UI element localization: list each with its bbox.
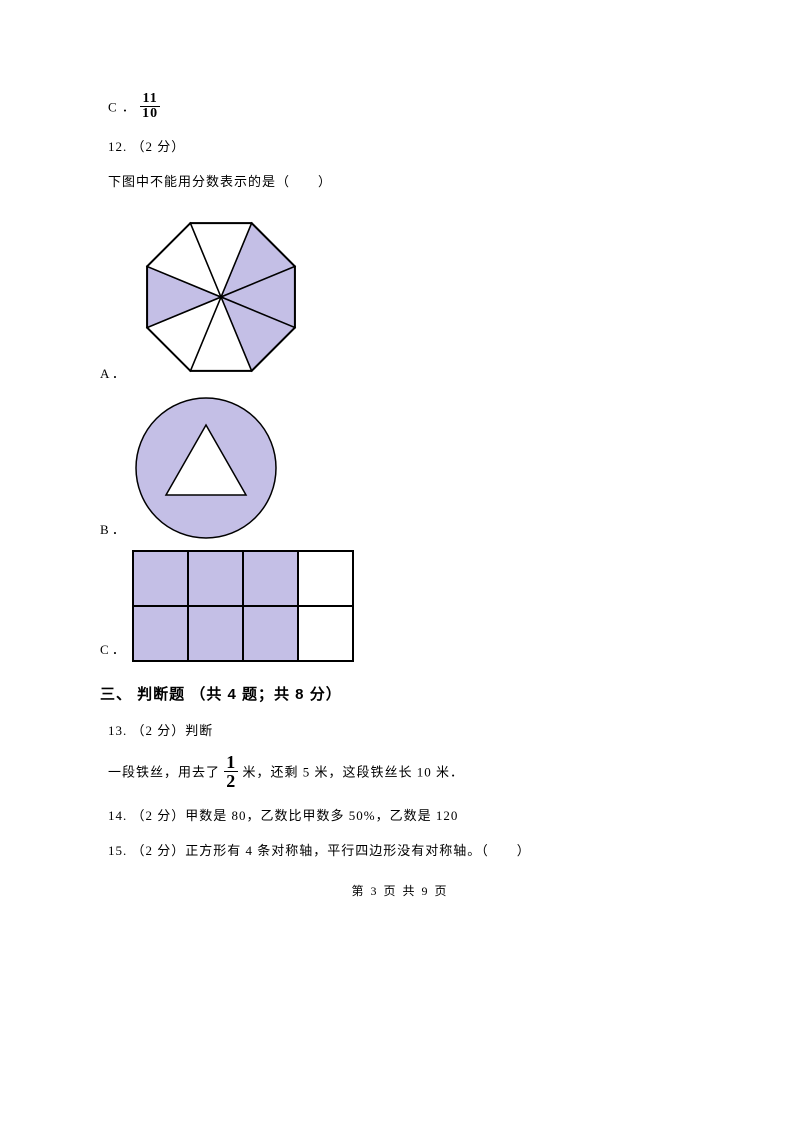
q13-post: 米，还剩 5 米，这段铁丝长 10 米． (243, 765, 465, 780)
q15-text: 15. （2 分）正方形有 4 条对称轴，平行四边形没有对称轴。（ ） (100, 841, 700, 862)
page-content: C ． 11 10 12. （2 分） 下图中不能用分数表示的是（ ） A ． … (0, 0, 800, 941)
q12-number: 12. （2 分） (100, 137, 700, 158)
page-footer: 第 3 页 共 9 页 (100, 882, 700, 901)
q12-option-c: C ． (100, 549, 700, 663)
octagon-figure (131, 207, 311, 387)
option-label-a: A ． (100, 364, 125, 387)
q13-line1: 13. （2 分）判断 (100, 721, 700, 742)
q11-option-c: C ． 11 10 (100, 94, 700, 123)
fraction-icon: 1 2 (224, 753, 238, 790)
q12-stem: 下图中不能用分数表示的是（ ） (100, 172, 700, 193)
q13-line2: 一段铁丝，用去了 1 2 米，还剩 5 米，这段铁丝长 10 米． (100, 755, 700, 792)
circle-figure (131, 393, 281, 543)
q12-option-b: B ． (100, 393, 700, 543)
option-label-c: C ． (100, 640, 125, 663)
fraction-icon: 11 10 (140, 92, 160, 121)
q13-pre: 一段铁丝，用去了 (108, 765, 220, 780)
section-3-header: 三、 判断题 （共 4 题；共 8 分） (100, 683, 700, 707)
q11-optc-label: C ． (108, 99, 136, 114)
option-label-b: B ． (100, 520, 125, 543)
grid-figure (131, 549, 355, 663)
q12-option-a: A ． (100, 207, 700, 387)
q14-text: 14. （2 分）甲数是 80，乙数比甲数多 50%，乙数是 120 (100, 806, 700, 827)
